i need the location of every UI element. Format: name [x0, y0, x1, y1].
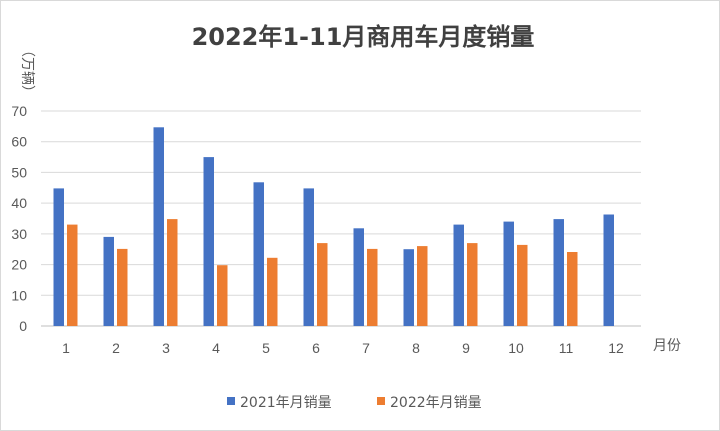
- legend-swatch: [377, 397, 385, 405]
- bar-series-1: [103, 236, 114, 326]
- bar-series-1: [303, 188, 314, 326]
- bars: [53, 127, 614, 326]
- bar-series-2: [417, 246, 428, 326]
- bar-series-2: [517, 244, 528, 326]
- bar-series-1: [153, 127, 164, 326]
- x-tick-label: 12: [608, 340, 624, 356]
- y-tick-label: 20: [11, 257, 27, 273]
- y-tick-label: 40: [11, 195, 27, 211]
- bar-series-2: [167, 219, 178, 326]
- y-tick-label: 60: [11, 134, 27, 150]
- y-axis-ticks: 0 10 20 30 40 50 60 70: [11, 103, 27, 334]
- chart-title: 2022年1-11月商用车月度销量: [192, 23, 535, 51]
- x-tick-label: 3: [162, 340, 170, 356]
- bar-series-2: [267, 257, 278, 326]
- x-tick-label: 5: [262, 340, 270, 356]
- bar-series-2: [117, 248, 128, 326]
- y-tick-label: 10: [11, 287, 27, 303]
- x-tick-label: 6: [312, 340, 320, 356]
- x-tick-label: 2: [112, 340, 120, 356]
- bar-series-1: [253, 182, 264, 326]
- bar-series-2: [317, 243, 328, 326]
- y-tick-label: 30: [11, 226, 27, 242]
- x-tick-label: 10: [508, 340, 524, 356]
- bar-series-2: [217, 265, 228, 326]
- bar-series-2: [367, 248, 378, 326]
- bar-series-1: [353, 228, 364, 326]
- bar-series-1: [203, 157, 214, 326]
- bar-series-1: [553, 219, 564, 326]
- y-tick-label: 0: [19, 318, 27, 334]
- bar-series-2: [567, 252, 578, 326]
- x-axis-label: 月份: [653, 338, 681, 354]
- bar-series-1: [403, 249, 414, 326]
- bar-series-2: [467, 243, 478, 326]
- gridlines: [41, 110, 641, 327]
- x-tick-label: 4: [212, 340, 220, 356]
- bar-series-1: [53, 188, 64, 326]
- bar-series-1: [453, 224, 464, 326]
- bar-series-1: [503, 221, 514, 326]
- x-tick-label: 8: [412, 340, 420, 356]
- legend-swatch: [227, 397, 235, 405]
- y-tick-label: 70: [11, 103, 27, 119]
- legend: 2021年月销量 2022年月销量: [227, 395, 482, 411]
- y-tick-label: 50: [11, 164, 27, 180]
- x-tick-label: 1: [62, 340, 70, 356]
- x-tick-label: 9: [462, 340, 470, 356]
- bar-series-2: [67, 224, 78, 326]
- x-tick-label: 11: [559, 340, 574, 356]
- bar-series-1: [603, 214, 614, 326]
- x-tick-label: 7: [362, 340, 370, 356]
- y-axis-label: （万辆）: [19, 43, 35, 99]
- legend-label: 2022年月销量: [390, 395, 482, 411]
- legend-label: 2021年月销量: [240, 395, 332, 411]
- x-axis-ticks: 1 2 3 4 5 6 7 8 9 10 11 12: [62, 340, 624, 356]
